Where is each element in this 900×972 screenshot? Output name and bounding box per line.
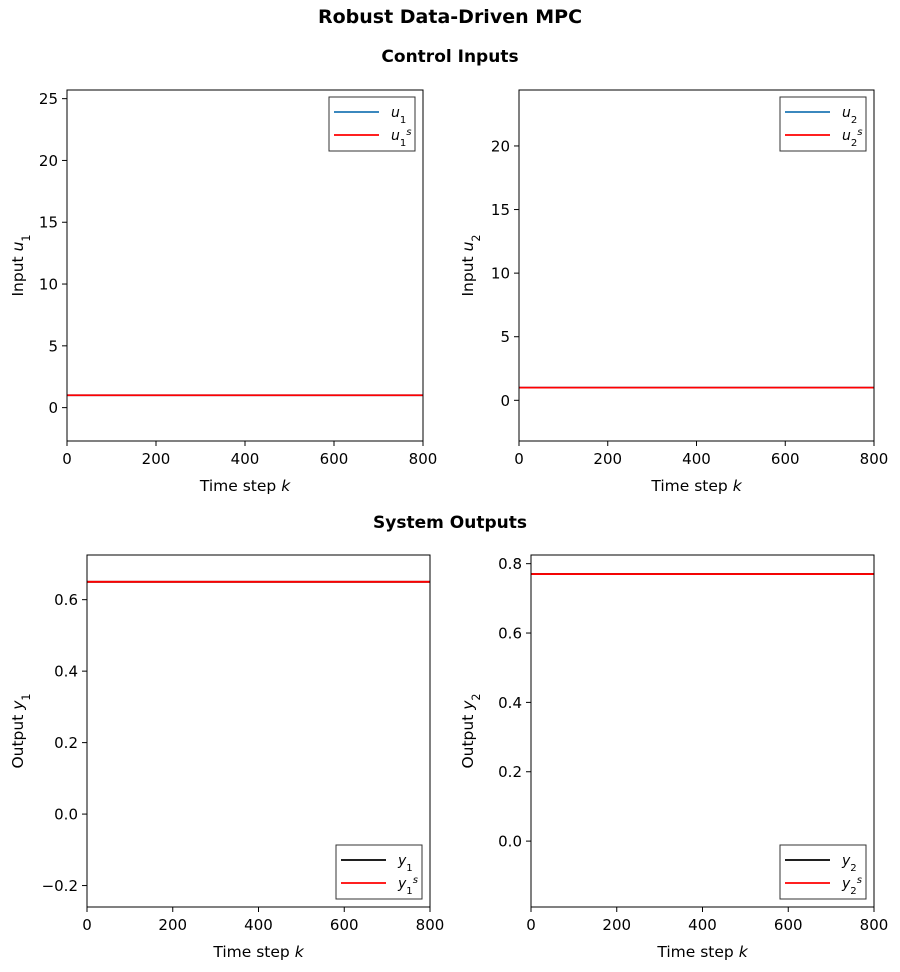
legend-label: u2s <box>842 127 863 149</box>
x-tick-label: 200 <box>593 450 622 468</box>
row-title-system-outputs: System Outputs <box>373 513 527 533</box>
y-tick-label: 0.0 <box>498 833 522 851</box>
x-tick-label: 800 <box>409 450 438 468</box>
legend-label: y1s <box>397 875 419 897</box>
x-tick-label: 600 <box>330 916 359 934</box>
y-axis-label: Input u1 <box>9 234 33 296</box>
x-tick-label: 0 <box>514 450 524 468</box>
y-axis-label: Output y2 <box>459 693 483 768</box>
y-axis-label: Input u2 <box>459 234 483 296</box>
y-tick-label: 0 <box>48 399 58 417</box>
y-tick-label: 10 <box>39 276 58 294</box>
x-tick-label: 200 <box>158 916 187 934</box>
plot-output-y1: 0 200 400 600 800 −0.2 0.0 0.2 0.4 0.6 Time step k… <box>9 554 445 961</box>
figure-title: Robust Data-Driven MPC <box>317 6 583 28</box>
y-tick-label: 5 <box>48 337 58 355</box>
x-tick-label: 0 <box>526 916 536 934</box>
y-tick-label: 0.2 <box>54 734 78 752</box>
x-tick-label: 400 <box>231 450 260 468</box>
x-tick-label: 200 <box>142 450 171 468</box>
legend-label: y2s <box>841 875 863 897</box>
y-tick-label: 5 <box>500 328 510 346</box>
legend-label: y1 <box>397 853 413 874</box>
legend-label: u2 <box>842 105 857 126</box>
y-tick-label: 0 <box>500 392 510 410</box>
x-tick-label: 800 <box>860 916 889 934</box>
y-tick-label: 0.4 <box>498 694 522 712</box>
x-tick-label: 600 <box>320 450 349 468</box>
x-tick-label: 0 <box>62 450 72 468</box>
y-tick-label: 0.6 <box>498 625 522 643</box>
row-title-control-inputs: Control Inputs <box>381 47 519 67</box>
x-axis-label: Time step k <box>650 477 742 495</box>
legend-label: u1s <box>391 127 412 149</box>
x-axis-label: Time step k <box>212 943 304 961</box>
x-axis-label: Time step k <box>199 477 291 495</box>
y-axis-label: Output y1 <box>9 693 33 768</box>
y-tick-label: 20 <box>39 152 58 170</box>
y-tick-label: 0.4 <box>54 663 78 681</box>
x-axis-label: Time step k <box>656 943 748 961</box>
legend-label: u1 <box>391 105 406 126</box>
x-tick-label: 400 <box>682 450 711 468</box>
legend-label: y2 <box>841 853 857 874</box>
x-tick-label: 400 <box>688 916 717 934</box>
y-tick-label: 20 <box>491 137 510 155</box>
x-tick-label: 400 <box>244 916 273 934</box>
y-tick-label: 15 <box>491 201 510 219</box>
y-tick-label: 0.8 <box>498 555 522 573</box>
y-tick-label: 0.2 <box>498 763 522 781</box>
y-tick-label: 10 <box>491 265 510 283</box>
y-tick-label: 0.0 <box>54 806 78 824</box>
y-tick-label: 0.6 <box>54 591 78 609</box>
y-tick-label: 15 <box>39 214 58 232</box>
plot-input-u2: 0 200 400 600 800 0 5 10 15 20 Time step k Input u2… <box>459 89 889 495</box>
y-tick-label: 25 <box>39 90 58 108</box>
plot-input-u1: 0 200 400 600 800 0 5 10 15 20 25 Time step k Input … <box>9 89 438 495</box>
plot-output-y2: 0 200 400 600 800 0.0 0.2 0.4 0.6 0.8 Time step k O… <box>459 554 889 961</box>
x-tick-label: 600 <box>771 450 800 468</box>
x-tick-label: 800 <box>860 450 889 468</box>
x-tick-label: 800 <box>416 916 445 934</box>
x-tick-label: 600 <box>774 916 803 934</box>
x-tick-label: 0 <box>82 916 92 934</box>
y-tick-label: −0.2 <box>42 877 78 895</box>
x-tick-label: 200 <box>602 916 631 934</box>
